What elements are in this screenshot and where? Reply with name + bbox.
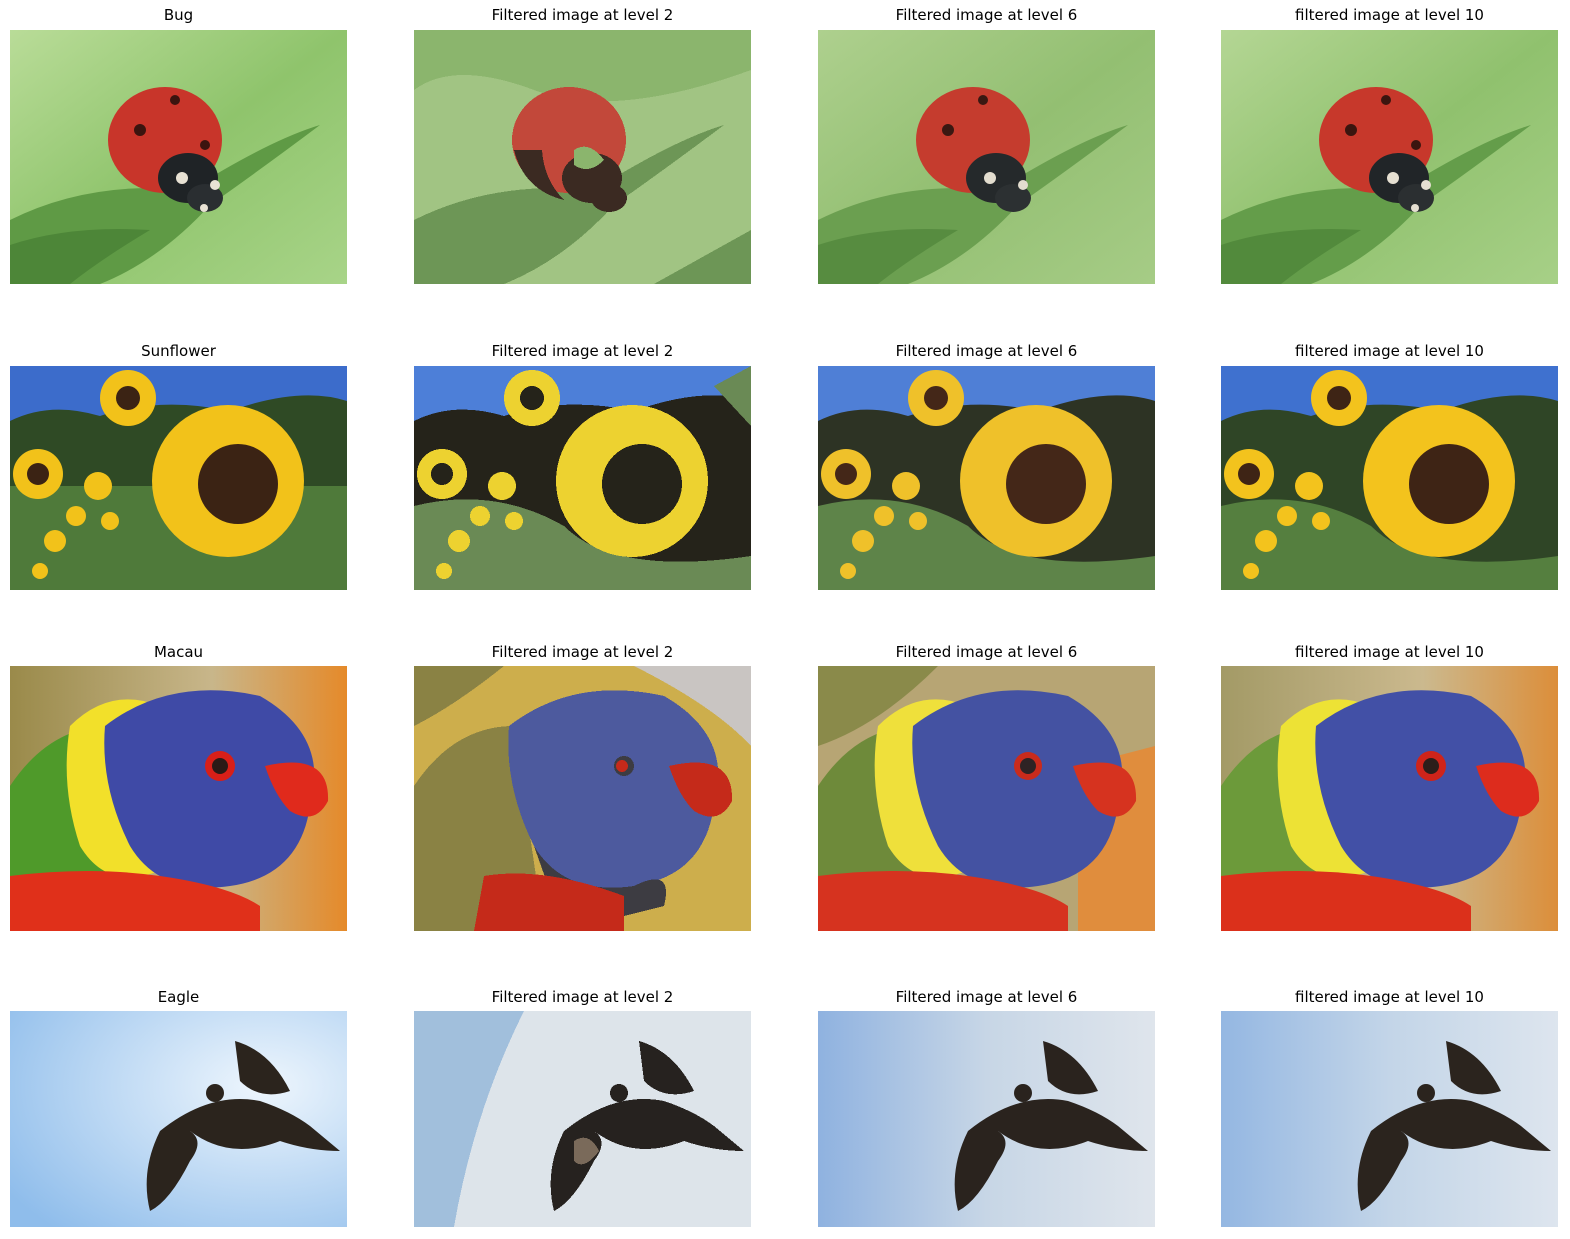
panel-title: Sunflower (141, 342, 216, 360)
parrot-image (10, 666, 347, 931)
panel-title: Filtered image at level 6 (895, 988, 1078, 1006)
sunflower-image (10, 366, 347, 590)
parrot-image (818, 666, 1155, 931)
sunflower-image (818, 366, 1155, 590)
parrot-image (1221, 666, 1558, 931)
panel-title: filtered image at level 10 (1295, 6, 1484, 24)
ladybug-image (1221, 30, 1558, 284)
panel-title: filtered image at level 10 (1295, 643, 1484, 661)
panel-title: Filtered image at level 6 (895, 6, 1078, 24)
eagle-image (1221, 1011, 1558, 1227)
panel-title: filtered image at level 10 (1295, 342, 1484, 360)
panel-title: Filtered image at level 2 (491, 988, 674, 1006)
ladybug-image (414, 30, 751, 284)
sunflower-image (1221, 366, 1558, 590)
ladybug-image (10, 30, 347, 284)
parrot-image (414, 666, 751, 931)
panel-title: Eagle (157, 988, 200, 1006)
panel-title: Filtered image at level 6 (895, 643, 1078, 661)
eagle-image (818, 1011, 1155, 1227)
eagle-image (10, 1011, 347, 1227)
panel-title: filtered image at level 10 (1295, 988, 1484, 1006)
panel-title: Filtered image at level 2 (491, 6, 674, 24)
eagle-image (414, 1011, 751, 1227)
panel-title: Bug (163, 6, 194, 24)
panel-title: Filtered image at level 2 (491, 643, 674, 661)
ladybug-image (818, 30, 1155, 284)
sunflower-image (414, 366, 751, 590)
panel-title: Filtered image at level 6 (895, 342, 1078, 360)
panel-title: Filtered image at level 2 (491, 342, 674, 360)
panel-title: Macau (153, 643, 204, 661)
